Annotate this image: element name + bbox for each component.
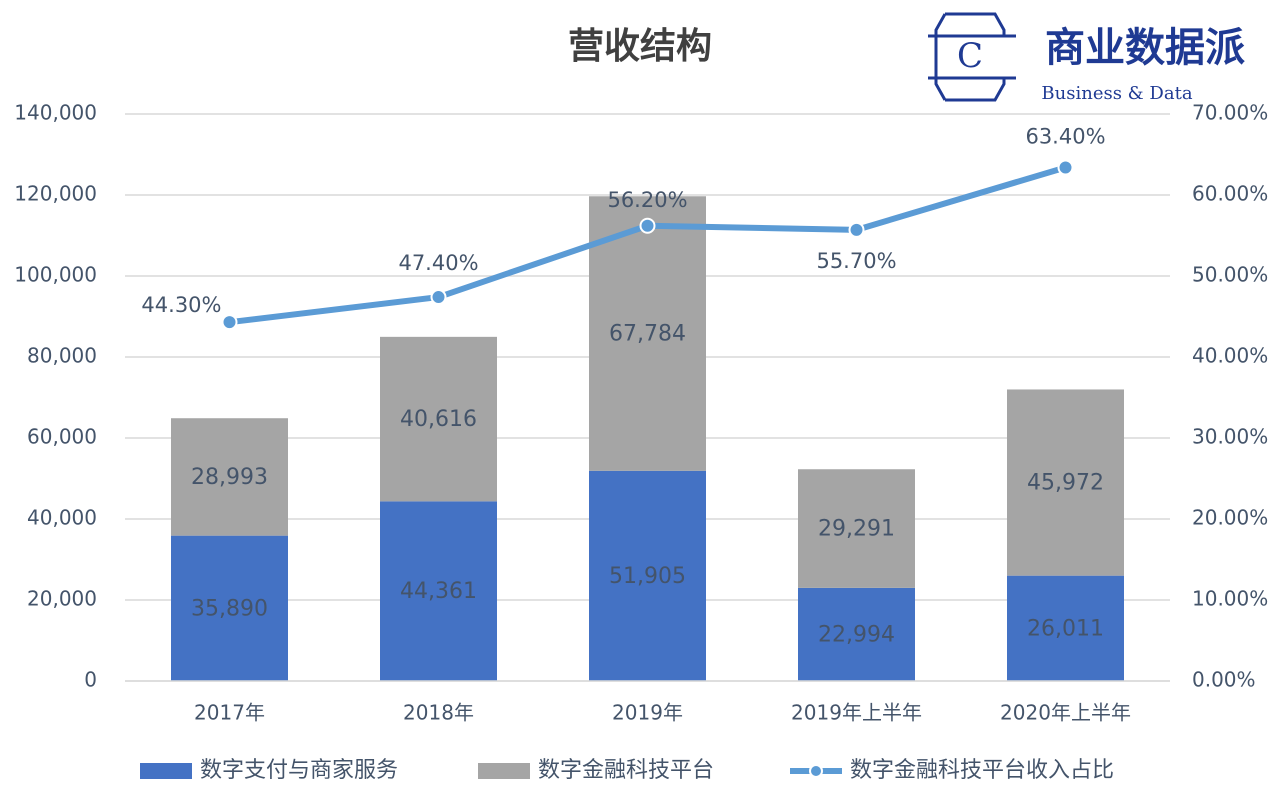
y-tick-label: 20,000: [27, 587, 97, 611]
data-label: 44,361: [400, 579, 477, 604]
legend-label: 数字金融科技平台收入占比: [850, 758, 1114, 783]
logo-frame: [928, 12, 1016, 102]
data-label: 47.40%: [398, 251, 478, 275]
data-label: 56.20%: [607, 188, 687, 212]
bar-segment: [380, 501, 497, 681]
y-tick-label: 100,000: [14, 263, 97, 287]
bar-segment: [171, 535, 288, 681]
data-label: 63.40%: [1025, 124, 1105, 148]
y2-tick-label: 70.00%: [1192, 101, 1268, 125]
bar-segment: [798, 587, 915, 681]
x-tick-label: 2019年上半年: [791, 701, 922, 725]
bar-segment: [1007, 575, 1124, 681]
logo-title: 商业数据派: [1045, 25, 1245, 71]
legend-label: 数字金融科技平台: [538, 758, 714, 783]
bar-segment: [171, 418, 288, 536]
data-label: 45,972: [1027, 471, 1104, 496]
logo: C 商业数据派 Business & Data: [928, 12, 1245, 104]
bar-segment: [380, 336, 497, 502]
y2-tick-label: 60.00%: [1192, 182, 1268, 206]
bar-segment: [589, 470, 706, 681]
y-tick-label: 120,000: [14, 182, 97, 206]
legend-swatch: [140, 763, 192, 779]
y-tick-label: 0: [84, 668, 97, 692]
line-marker: [430, 289, 447, 306]
bar-segment: [798, 469, 915, 588]
data-label: 26,011: [1027, 616, 1104, 641]
chart-title: 营收结构: [568, 26, 712, 67]
line-marker: [221, 314, 238, 331]
data-label: 22,994: [818, 622, 895, 647]
y2-tick-label: 10.00%: [1192, 587, 1268, 611]
x-tick-label: 2018年: [403, 701, 474, 725]
data-label: 55.70%: [816, 249, 896, 273]
y-tick-label: 60,000: [27, 425, 97, 449]
data-label: 40,616: [400, 407, 477, 432]
logo-icon: C: [957, 36, 983, 76]
line-marker: [1057, 159, 1074, 176]
y2-tick-label: 40.00%: [1192, 344, 1268, 368]
bar-segment: [1007, 389, 1124, 576]
legend-swatch-marker: [809, 764, 823, 778]
data-label: 29,291: [818, 517, 895, 542]
y-tick-label: 40,000: [27, 506, 97, 530]
y2-tick-label: 30.00%: [1192, 425, 1268, 449]
y2-tick-label: 50.00%: [1192, 263, 1268, 287]
legend-swatch: [478, 763, 530, 779]
line-marker: [848, 221, 865, 238]
x-tick-label: 2020年上半年: [1000, 701, 1131, 725]
x-tick-label: 2017年: [194, 701, 265, 725]
data-label: 28,993: [191, 465, 268, 490]
data-label: 67,784: [609, 322, 686, 347]
line-marker: [639, 217, 656, 234]
legend-label: 数字支付与商家服务: [200, 758, 398, 783]
x-tick-label: 2019年: [612, 701, 683, 725]
y-tick-label: 80,000: [27, 344, 97, 368]
data-label: 35,890: [191, 596, 268, 621]
logo-subtitle: Business & Data: [1041, 83, 1192, 104]
data-label: 44.30%: [141, 293, 221, 317]
data-label: 51,905: [609, 564, 686, 589]
y2-tick-label: 0.00%: [1192, 668, 1256, 692]
y-tick-label: 140,000: [14, 101, 97, 125]
y2-tick-label: 20.00%: [1192, 506, 1268, 530]
